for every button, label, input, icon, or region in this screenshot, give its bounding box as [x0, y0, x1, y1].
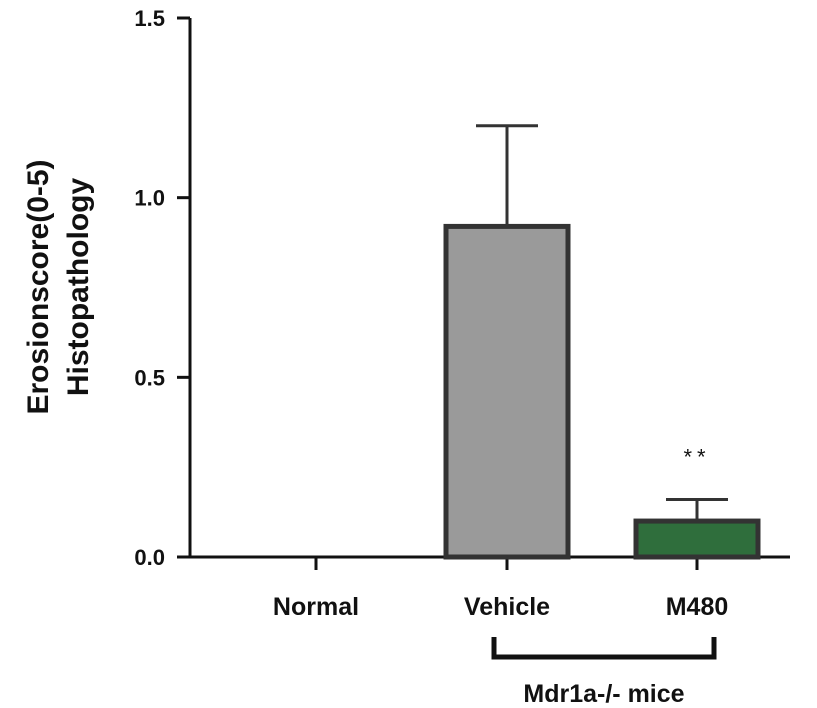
y-tick-label: 1.0: [134, 186, 165, 211]
x-tick-label: Normal: [273, 593, 359, 621]
x-tick-label: Vehicle: [464, 593, 550, 621]
x-axis: Normal Vehicle M480: [190, 555, 790, 621]
y-tick-label: 1.5: [134, 6, 165, 31]
group-bracket-label: Mdr1a-/- mice: [523, 680, 684, 708]
y-tick-label: 0.5: [134, 365, 165, 390]
bars: [443, 124, 761, 560]
y-axis-title-line: Erosionscore(0-5): [22, 159, 55, 414]
group-bracket: [491, 637, 717, 660]
bar-m480: [633, 518, 761, 560]
y-axis: 0.0 0.5 1.0 1.5 Erosionscore(0-5) Histopathol…: [22, 6, 192, 570]
x-tick-label: M480: [666, 593, 729, 621]
y-axis-title-line: Histopathology: [62, 178, 95, 397]
bar-vehicle: [443, 223, 571, 560]
significance-annotation: **: [683, 445, 710, 470]
labels: ** Mdr1a-/- mice: [491, 445, 717, 708]
y-tick-label: 0.0: [134, 545, 165, 570]
